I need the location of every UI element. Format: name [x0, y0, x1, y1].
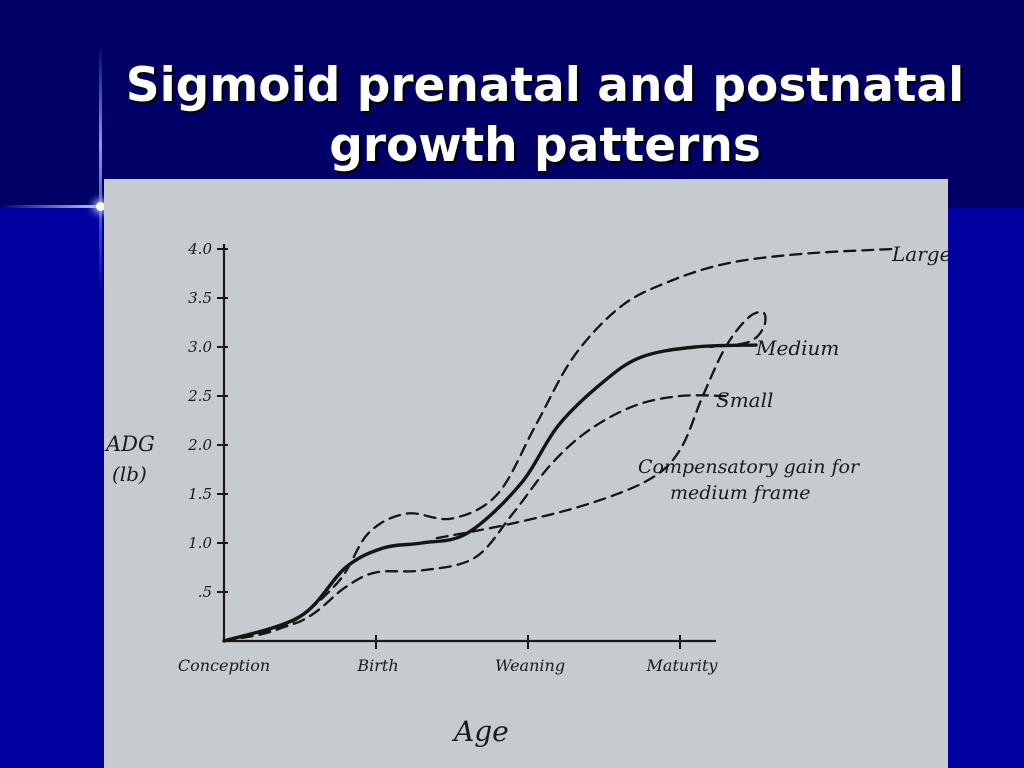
- chart-photo: .5 1.0 1.5 2.0 2.5 3.0 3.5 4.0 Conception Birth W…: [104, 179, 948, 768]
- title-band: [0, 0, 1024, 208]
- y-tick-label: .5: [198, 583, 212, 601]
- x-tick-group: Conception Birth Weaning Maturity: [178, 635, 719, 675]
- series-line-compensatory: [435, 310, 767, 540]
- growth-chart: .5 1.0 1.5 2.0 2.5 3.0 3.5 4.0 Conception Birth W…: [104, 240, 948, 748]
- x-tick-label: Weaning: [495, 656, 565, 675]
- y-tick-label: 1.5: [188, 485, 212, 503]
- x-tick-label: Conception: [178, 656, 270, 675]
- decorative-sparkle: [96, 202, 105, 211]
- y-tick-label: 3.0: [188, 338, 212, 356]
- series-lines: [222, 247, 894, 643]
- decorative-vertical-line: [99, 44, 102, 294]
- series-line-medium: [222, 343, 758, 643]
- decorative-horizontal-line: [0, 205, 150, 208]
- slide-title: Sigmoid prenatal and postnatal growth pa…: [125, 58, 965, 173]
- chart-axes: [222, 244, 716, 643]
- series-line-small: [222, 394, 727, 643]
- y-tick-label: 2.5: [187, 387, 212, 405]
- y-axis-label-unit: (lb): [112, 462, 147, 486]
- y-tick-label: 2.0: [187, 436, 212, 454]
- y-tick-label: 1.0: [188, 534, 212, 552]
- label-small: Small: [716, 388, 773, 412]
- y-tick-label: 4.0: [187, 240, 212, 258]
- x-axis-label: Age: [451, 715, 509, 748]
- y-tick-label: 3.5: [188, 289, 212, 307]
- y-tick-group: .5 1.0 1.5 2.0 2.5 3.0 3.5 4.0: [187, 240, 228, 601]
- x-tick-label: Birth: [356, 656, 398, 675]
- y-axis-label-adg: ADG: [104, 432, 155, 456]
- label-compensatory-line2: medium frame: [670, 482, 811, 504]
- label-large: Large: [891, 242, 948, 266]
- series-line-large: [222, 247, 894, 643]
- label-compensatory-line1: Compensatory gain for: [638, 456, 861, 478]
- x-tick-label: Maturity: [646, 656, 719, 675]
- label-medium: Medium: [755, 336, 839, 360]
